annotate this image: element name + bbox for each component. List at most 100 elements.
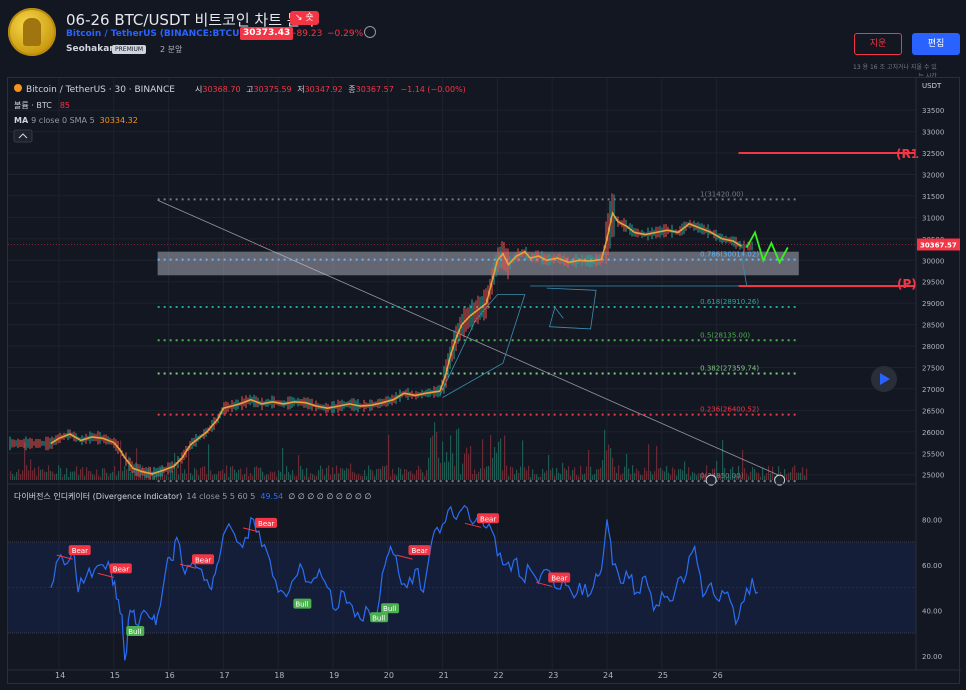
- volume-bar: [48, 465, 50, 480]
- volume-bar: [422, 472, 424, 480]
- price-change-percent: −0.29%: [327, 29, 364, 39]
- volume-bar: [188, 447, 190, 480]
- volume-bar: [86, 467, 88, 480]
- time-axis[interactable]: 14 15 16 17 18 19 20 21 22 23 24 25 26: [8, 669, 961, 680]
- volume-bar: [618, 465, 620, 480]
- volume-bar: [528, 465, 530, 480]
- descending-trendline[interactable]: [157, 199, 783, 478]
- volume-bar: [84, 476, 86, 480]
- scroll-to-realtime-button[interactable]: [871, 366, 897, 392]
- fib-retracement[interactable]: 1(31420.00) 0.786(30014.02) 0.618(28910.26…: [157, 190, 799, 486]
- volume-bar: [342, 468, 344, 480]
- volume-bar: [244, 473, 246, 480]
- volume-bar: [480, 468, 482, 480]
- symbol-code-link[interactable]: (BINANCE:BTCUSDT): [159, 29, 264, 39]
- ma-label: MA: [14, 116, 29, 125]
- symbol-name-link[interactable]: Bitcoin / TetherUS: [66, 29, 157, 39]
- volume-bar: [90, 471, 92, 480]
- volume-bar: [394, 474, 396, 480]
- time-tick-label: 19: [329, 671, 339, 680]
- volume-value: 85: [60, 101, 70, 110]
- bull-label: Bull: [372, 614, 385, 622]
- volume-bar: [294, 475, 296, 480]
- bear-divergence-line: [56, 554, 73, 560]
- fib-level-label: 0.618(28910.26): [700, 298, 759, 306]
- chart-container[interactable]: 1(31420.00) 0.786(30014.02) 0.618(28910.26…: [7, 77, 961, 685]
- volume-bar: [56, 473, 58, 480]
- volume-bar: [344, 470, 346, 480]
- resistance-lines[interactable]: (R1 (P): [738, 147, 920, 291]
- volume-bar: [484, 468, 486, 480]
- volume-bar: [398, 467, 400, 480]
- price-tick-label: 29500: [922, 279, 944, 287]
- author-name[interactable]: Seohakant: [66, 44, 121, 54]
- volume-bar: [286, 466, 288, 480]
- bull-label-bg: [126, 625, 145, 636]
- price-axis[interactable]: USDT335003300032500320003150031000305003…: [915, 78, 960, 670]
- volume-bar: [680, 469, 682, 480]
- edit-button[interactable]: 편집: [912, 33, 960, 55]
- price-tick-label: 28000: [922, 343, 944, 351]
- pattern-box[interactable]: [546, 287, 597, 330]
- collapse-legend-button[interactable]: [13, 129, 33, 143]
- volume-bar: [12, 474, 14, 480]
- volume-bar: [324, 475, 326, 480]
- volume-bar: [570, 475, 572, 480]
- volume-bar: [254, 467, 256, 480]
- r1-label: (R1: [896, 147, 919, 161]
- bear-divergence-line: [396, 554, 413, 560]
- high-value: 30375.59: [253, 85, 291, 94]
- time-tick-label: 21: [439, 671, 449, 680]
- bear-label-bg: [109, 563, 132, 574]
- volume-bar: [740, 475, 742, 480]
- volume-bar: [576, 475, 578, 480]
- volume-bar: [440, 463, 442, 480]
- volume-bar: [124, 466, 126, 480]
- volume-bar: [224, 473, 226, 480]
- volume-bar: [534, 474, 536, 480]
- volume-bar: [396, 475, 398, 480]
- volume-bar: [64, 474, 66, 480]
- volume-bar: [520, 466, 522, 480]
- chart-svg[interactable]: 1(31420.00) 0.786(30014.02) 0.618(28910.26…: [8, 78, 961, 685]
- volume-bar: [288, 472, 290, 480]
- volume-bar: [278, 470, 280, 480]
- volume-bar: [158, 473, 160, 480]
- volume-bar: [330, 474, 332, 480]
- edit-note-line1: 13 용 16 조 고치거나 지울 수 있: [853, 64, 937, 71]
- volume-bar: [608, 444, 610, 480]
- volume-bar: [234, 469, 236, 480]
- volume-bar: [614, 466, 616, 480]
- volume-bar: [226, 465, 228, 480]
- volume-bar: [646, 470, 648, 480]
- fib-level-label: 0(24850.00): [700, 472, 744, 480]
- forecast-path[interactable]: [745, 230, 789, 265]
- volume-bar: [30, 459, 32, 480]
- volume-bar: [548, 454, 550, 480]
- volume-bar: [476, 474, 478, 480]
- alarm-clock-icon[interactable]: [364, 26, 376, 38]
- volume-bar: [578, 476, 580, 480]
- volume-bar: [648, 444, 650, 480]
- delete-button[interactable]: 지운: [854, 33, 902, 55]
- volume-bar: [96, 469, 98, 480]
- pattern-drawing[interactable]: [439, 253, 748, 398]
- volume-bar: [274, 471, 276, 480]
- time-tick-label: 18: [274, 671, 284, 680]
- volume-bar: [94, 475, 96, 480]
- volume-bar: [460, 474, 462, 480]
- volume-bar: [494, 447, 496, 480]
- volume-bar: [292, 469, 294, 480]
- volume-bar: [802, 467, 804, 480]
- volume-bar: [76, 466, 78, 480]
- open-label: 시: [195, 85, 202, 94]
- volume-bar: [704, 474, 706, 480]
- volume-bar: [232, 466, 234, 480]
- volume-bar: [32, 470, 34, 480]
- flag-us-icon: [705, 474, 717, 486]
- resistance-zone[interactable]: [157, 251, 799, 276]
- volume-bar: [106, 472, 108, 480]
- volume-bar: [504, 435, 506, 480]
- pattern-triangle[interactable]: [439, 294, 526, 398]
- volume-bar: [264, 475, 266, 480]
